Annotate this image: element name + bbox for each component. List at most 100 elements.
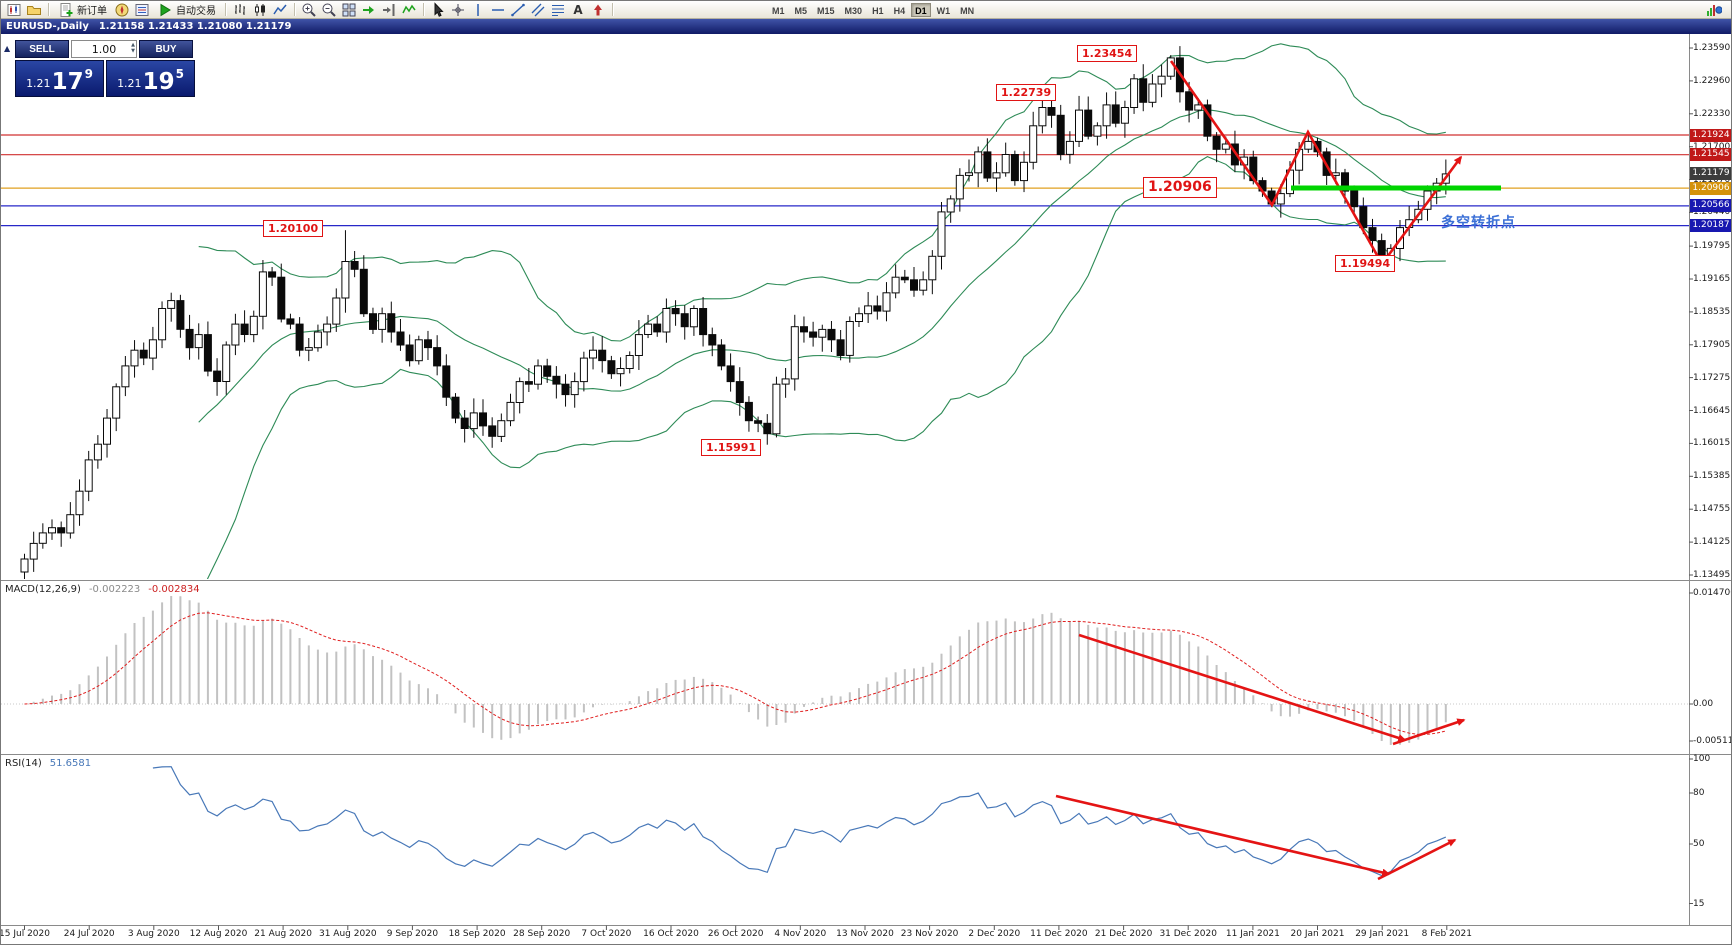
price-level-tag[interactable]: 1.20906 <box>1690 181 1731 195</box>
volume-input[interactable]: 1.00 ▲ ▼ <box>71 40 137 58</box>
date-label: 31 Aug 2020 <box>318 929 377 939</box>
date-label: 15 Jul 2020 <box>0 929 50 939</box>
sell-price-display[interactable]: 1.21 17 9 <box>15 60 104 97</box>
bollinger-lower-band <box>206 155 1446 579</box>
autoscroll-icon[interactable] <box>359 2 379 18</box>
fibonacci-icon[interactable] <box>548 2 568 18</box>
bullish-arrow-main[interactable] <box>1380 155 1463 265</box>
timeframe-m30-button[interactable]: M30 <box>841 3 867 17</box>
hline-icon[interactable] <box>488 2 508 18</box>
price-level-tag[interactable]: 1.20187 <box>1690 219 1731 233</box>
rsi-scale-label: 15 <box>1693 898 1705 909</box>
chart-symbol-period: EURUSD-,Daily <box>6 21 89 32</box>
toolbar-separator <box>294 3 295 16</box>
volume-spinner[interactable]: ▲ ▼ <box>131 42 135 54</box>
autotrade-icon <box>157 2 173 18</box>
price-level-tag[interactable]: 1.21924 <box>1690 128 1731 142</box>
rsi-up-arrow[interactable] <box>1377 838 1457 881</box>
autotrade-button[interactable]: 自动交易 <box>152 2 221 18</box>
buy-button[interactable]: BUY <box>139 40 193 58</box>
timeframe-w1-button[interactable]: W1 <box>933 3 955 17</box>
price-level-tag[interactable]: 1.20566 <box>1690 199 1731 213</box>
autotrade-label: 自动交易 <box>176 6 216 17</box>
macd-signal-value: -0.002834 <box>148 584 200 595</box>
zoom-out-icon[interactable] <box>319 2 339 18</box>
navigator-icon[interactable] <box>112 2 132 18</box>
linechart-icon[interactable] <box>270 2 290 18</box>
rsi-line <box>152 766 1447 877</box>
price-annotation[interactable]: 1.19494 <box>1335 255 1396 272</box>
text-tool-icon[interactable]: A <box>568 2 588 18</box>
buy-price-display[interactable]: 1.21 19 5 <box>106 60 195 97</box>
spin-down-icon[interactable]: ▼ <box>131 48 135 54</box>
price-annotation[interactable]: 1.22739 <box>996 84 1057 101</box>
sell-price-prefix: 1.21 <box>26 77 51 90</box>
market-watch-icon[interactable] <box>132 2 152 18</box>
price-annotation[interactable]: 1.20906 <box>1143 177 1217 198</box>
indicators-icon[interactable] <box>399 2 419 18</box>
rsi-down-arrow[interactable] <box>1055 794 1391 877</box>
timeframe-h4-button[interactable]: H4 <box>890 3 910 17</box>
crosshair-icon[interactable] <box>448 2 468 18</box>
price-scale-label: 1.22960 <box>1693 75 1731 86</box>
connection-status-icon <box>1704 2 1724 18</box>
macd-up-arrow[interactable] <box>1392 718 1466 746</box>
toolbar-separator <box>225 3 226 16</box>
macd-down-arrow[interactable] <box>1078 633 1407 742</box>
macd-panel <box>1 596 1689 745</box>
new-order-button[interactable]: 新订单 <box>53 2 112 18</box>
spin-up-icon[interactable]: ▲ <box>131 42 135 48</box>
price-scale-label: 1.15385 <box>1693 471 1731 482</box>
sell-price-sup: 9 <box>84 67 93 81</box>
price-scale-label: 1.17275 <box>1693 372 1731 383</box>
date-label: 21 Aug 2020 <box>254 929 312 939</box>
price-annotation[interactable]: 1.15991 <box>701 439 762 456</box>
date-label: 18 Sep 2020 <box>448 929 506 939</box>
new-chart-icon[interactable] <box>4 2 24 18</box>
candlestick-series <box>20 46 1450 579</box>
sell-button[interactable]: SELL <box>15 40 69 58</box>
date-label: 11 Dec 2020 <box>1030 929 1088 939</box>
bollinger-upper-band <box>198 43 1446 342</box>
bars-icon[interactable] <box>230 2 250 18</box>
channel-icon[interactable] <box>528 2 548 18</box>
arrows-tool-icon[interactable] <box>588 2 608 18</box>
bearish-zigzag[interactable] <box>1169 60 1384 265</box>
timeframe-m1-button[interactable]: M1 <box>768 3 789 17</box>
price-level-tag[interactable]: 1.21545 <box>1690 148 1731 162</box>
timeframe-d1-button[interactable]: D1 <box>911 2 931 17</box>
macd-signal-line <box>24 612 1446 735</box>
price-scale-label: 1.22330 <box>1693 108 1731 119</box>
rsi-panel <box>152 766 1447 877</box>
trendline-icon[interactable] <box>508 2 528 18</box>
price-annotation[interactable]: 1.23454 <box>1077 45 1138 62</box>
price-scale-label: 1.14125 <box>1693 537 1731 548</box>
timeframe-m15-button[interactable]: M15 <box>813 3 839 17</box>
cursor-icon[interactable] <box>428 1 448 18</box>
volume-value: 1.00 <box>91 42 117 56</box>
price-scale-label: 1.14755 <box>1693 504 1731 515</box>
chart-titlebar: EURUSD-,Daily 1.21158 1.21433 1.21080 1.… <box>1 19 1731 34</box>
trade-panel-collapse-icon[interactable]: ▲ <box>4 44 11 53</box>
timeframe-h1-button[interactable]: H1 <box>868 3 888 17</box>
macd-histogram <box>32 596 1447 745</box>
tile-windows-icon[interactable] <box>339 2 359 18</box>
date-label: 31 Dec 2020 <box>1159 929 1217 939</box>
candles-icon[interactable] <box>250 2 270 18</box>
price-annotation[interactable]: 1.20100 <box>263 220 324 237</box>
date-label: 2 Dec 2020 <box>968 929 1021 939</box>
turning-point-callout[interactable]: 多空转折点 <box>1441 215 1516 231</box>
rsi-scale-label: 100 <box>1693 754 1711 764</box>
buy-price-sup: 5 <box>175 67 184 81</box>
zoom-in-icon[interactable] <box>299 2 319 18</box>
sell-price-big: 17 <box>51 69 84 95</box>
profiles-icon[interactable] <box>24 2 44 18</box>
vline-icon[interactable] <box>468 2 488 18</box>
timeframe-mn-button[interactable]: MN <box>956 3 978 17</box>
chart-shift-icon[interactable] <box>379 2 399 18</box>
date-label: 28 Sep 2020 <box>513 929 571 939</box>
svg-text:A: A <box>573 3 583 17</box>
timeframe-m5-button[interactable]: M5 <box>791 3 812 17</box>
new-order-icon <box>58 2 74 18</box>
